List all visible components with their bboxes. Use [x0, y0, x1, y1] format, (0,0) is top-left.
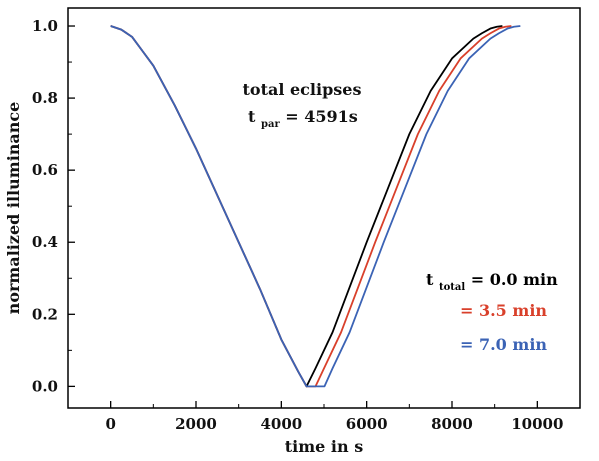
annotation-subscript: par — [261, 119, 280, 130]
x-tick-label: 0 — [105, 415, 115, 433]
y-tick-label: 0.6 — [32, 161, 58, 179]
y-tick-label: 0.4 — [32, 233, 58, 251]
annotation-t: t — [248, 107, 256, 126]
legend-subscript: total — [439, 282, 465, 293]
x-tick-label: 10000 — [511, 415, 563, 433]
legend-entry-0-text: = 0.0 min — [471, 270, 558, 289]
series-layer — [110, 25, 521, 388]
y-tick-label: 0.0 — [32, 377, 58, 395]
x-tick-label: 6000 — [346, 415, 388, 433]
y-tick-label: 0.8 — [32, 89, 58, 107]
y-axis-label: normalized illuminance — [4, 102, 23, 315]
legend-background — [410, 262, 560, 360]
legend-entry-2: = 7.0 min — [460, 335, 547, 354]
series-line-2 — [110, 25, 521, 388]
legend-t: t — [426, 270, 434, 289]
annotation-line1: total eclipses — [243, 80, 362, 99]
annotation-value: = 4591s — [285, 107, 358, 126]
legend-entry-0: t total = 0.0 min — [426, 270, 558, 294]
annotation-background — [205, 60, 390, 148]
annotation-line2: t par = 4591s — [248, 107, 358, 131]
y-tick-label: 1.0 — [32, 17, 58, 35]
x-tick-label: 2000 — [175, 415, 217, 433]
tick-labels: 0 2000 4000 6000 8000 10000 0.0 0.2 0.4 0.6 0.8 1.0 — [32, 17, 564, 433]
x-tick-label: 4000 — [260, 415, 302, 433]
x-axis-label: time in s — [285, 437, 363, 456]
tick-marks — [68, 25, 538, 408]
legend: t total = 0.0 min = 3.5 min = 7.0 min — [410, 262, 560, 360]
legend-entry-1: = 3.5 min — [460, 301, 547, 320]
y-tick-label: 0.2 — [32, 305, 58, 323]
annotation: total eclipses t par = 4591s — [205, 60, 390, 148]
x-tick-label: 8000 — [431, 415, 473, 433]
